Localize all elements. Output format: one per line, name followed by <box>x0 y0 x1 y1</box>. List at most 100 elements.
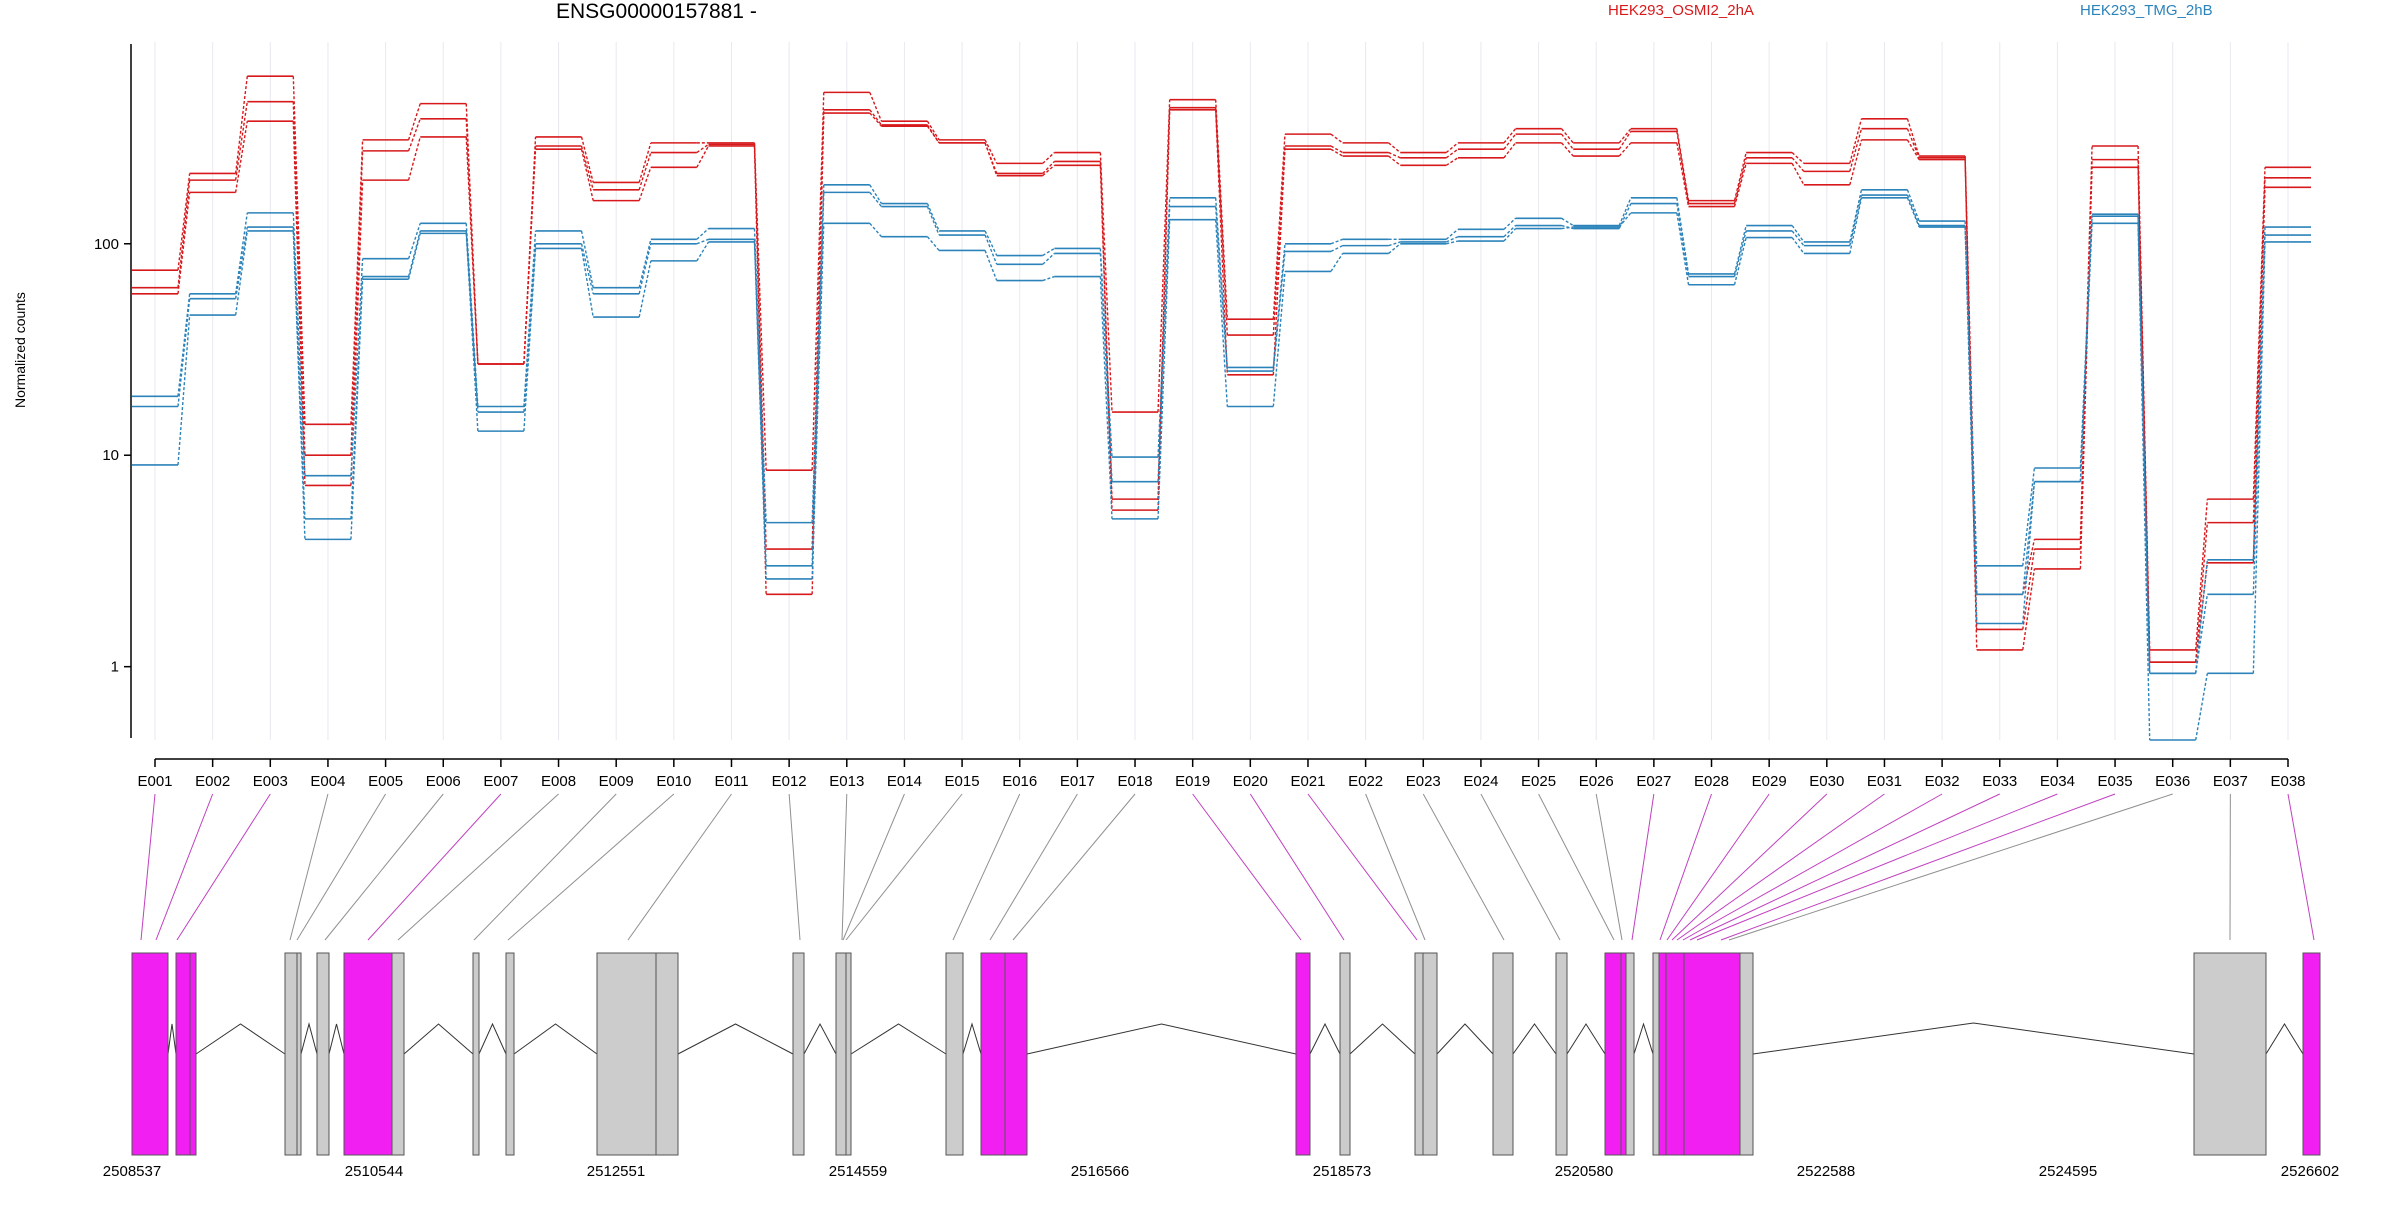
exon-connectors <box>141 794 2314 940</box>
series-1-connector <box>236 76 248 173</box>
x-tick-label-E025: E025 <box>1521 773 1556 790</box>
series-4-connector <box>927 204 939 231</box>
exon-box <box>1740 953 1753 1155</box>
intron-line <box>1753 1023 2194 1054</box>
intron-line <box>196 1024 285 1054</box>
series-4-connector <box>639 239 651 287</box>
series-1-connector <box>1735 153 1747 201</box>
x-tick-label-E021: E021 <box>1290 773 1325 790</box>
genomic-coordinate-label: 2520580 <box>1555 1163 1613 1180</box>
series-5-connector <box>1331 246 1343 252</box>
series-6-connector <box>927 237 939 251</box>
x-tick-label-E032: E032 <box>1925 773 1960 790</box>
x-tick-label-E036: E036 <box>2155 773 2190 790</box>
x-tick-label-E029: E029 <box>1752 773 1787 790</box>
connector-E032 <box>1683 794 1942 940</box>
connector-E009 <box>474 794 616 940</box>
connector-E014 <box>843 794 904 940</box>
highlighted-exon-box <box>176 953 190 1155</box>
series-5-connector <box>1677 204 1689 277</box>
connector-E007 <box>368 794 501 940</box>
legend-entry-osmi2: HEK293_OSMI2_2hA <box>1608 2 1754 19</box>
connector-E024 <box>1481 794 1560 940</box>
connector-E008 <box>398 794 559 940</box>
connector-E030 <box>1672 794 1827 940</box>
genomic-coordinate-label: 2508537 <box>103 1163 161 1180</box>
highlighted-exon-box <box>2303 953 2320 1155</box>
series-6-connector <box>985 250 997 280</box>
connector-E022 <box>1366 794 1425 940</box>
x-tick-label-E037: E037 <box>2213 773 2248 790</box>
series-4 <box>132 185 2311 674</box>
connector-E011 <box>628 794 731 940</box>
gene-model <box>132 953 2320 1155</box>
series-4-connector <box>236 213 248 294</box>
series-1-connector <box>1331 134 1343 143</box>
connector-E002 <box>156 794 213 940</box>
highlighted-exon-box <box>1659 953 1666 1155</box>
x-tick-label-E004: E004 <box>310 773 345 790</box>
series-1-connector <box>178 173 190 270</box>
connector-E016 <box>953 794 1020 940</box>
y-tick-label: 10 <box>102 447 119 464</box>
series-2-connector <box>812 110 824 549</box>
connector-E034 <box>1697 794 2057 940</box>
genomic-coordinate-label: 2514559 <box>829 1163 887 1180</box>
series-2-connector <box>2196 523 2208 663</box>
x-tick-label-E034: E034 <box>2040 773 2075 790</box>
exon-box <box>946 953 963 1155</box>
series-2-connector <box>1677 131 1689 203</box>
intron-line <box>678 1024 793 1054</box>
exon-box <box>1340 953 1350 1155</box>
genomic-coordinate-label: 2524595 <box>2039 1163 2097 1180</box>
series-2-connector <box>1619 131 1631 149</box>
series-3-connector <box>409 137 421 180</box>
highlighted-exon-box <box>1005 953 1027 1155</box>
intron-line <box>1310 1024 1340 1054</box>
connector-E017 <box>990 794 1077 940</box>
highlighted-exon-box <box>1605 953 1621 1155</box>
x-tick-label-E007: E007 <box>483 773 518 790</box>
intron-line <box>514 1024 597 1054</box>
exon-box <box>1415 953 1423 1155</box>
x-tick-label-E031: E031 <box>1867 773 1902 790</box>
series-3-connector <box>1043 165 1055 175</box>
connector-E005 <box>297 794 386 940</box>
highlighted-exon-box <box>1296 953 1310 1155</box>
connector-E036 <box>1729 794 2173 940</box>
x-tick-label-E011: E011 <box>715 773 749 790</box>
x-tick-label-E019: E019 <box>1175 773 1210 790</box>
series-2-connector <box>1735 158 1747 204</box>
x-tick-label-E027: E027 <box>1636 773 1671 790</box>
x-tick-label-E023: E023 <box>1406 773 1441 790</box>
series-2 <box>132 102 2311 663</box>
exon-box <box>846 953 851 1155</box>
intron-line <box>1513 1024 1556 1054</box>
series-5-connector <box>697 239 709 243</box>
series-3-connector <box>1504 143 1516 158</box>
series-4-connector <box>2196 560 2208 673</box>
series-5-connector <box>812 192 824 565</box>
series-3-connector <box>2080 167 2092 569</box>
highlighted-exon-box <box>1684 953 1740 1155</box>
series-6-connector <box>582 248 594 317</box>
intron-line <box>1437 1024 1493 1054</box>
exon-box <box>1423 953 1437 1155</box>
series-6-connector <box>2196 673 2208 740</box>
series-3-connector <box>293 121 305 485</box>
series-4-connector <box>1907 190 1919 221</box>
x-tick-label-E006: E006 <box>426 773 461 790</box>
genomic-coordinate-label: 2510544 <box>345 1163 403 1180</box>
genomic-coordinate-label: 2522588 <box>1797 1163 1855 1180</box>
x-tick-label-E012: E012 <box>772 773 807 790</box>
connector-E015 <box>846 794 962 940</box>
series-4-connector <box>1619 198 1631 226</box>
x-tick-label-E008: E008 <box>541 773 576 790</box>
connector-E013 <box>842 794 847 940</box>
connector-E025 <box>1539 794 1614 940</box>
series-3-connector <box>870 113 882 126</box>
series-6-connector <box>697 242 709 261</box>
series-6-connector <box>1677 213 1689 285</box>
